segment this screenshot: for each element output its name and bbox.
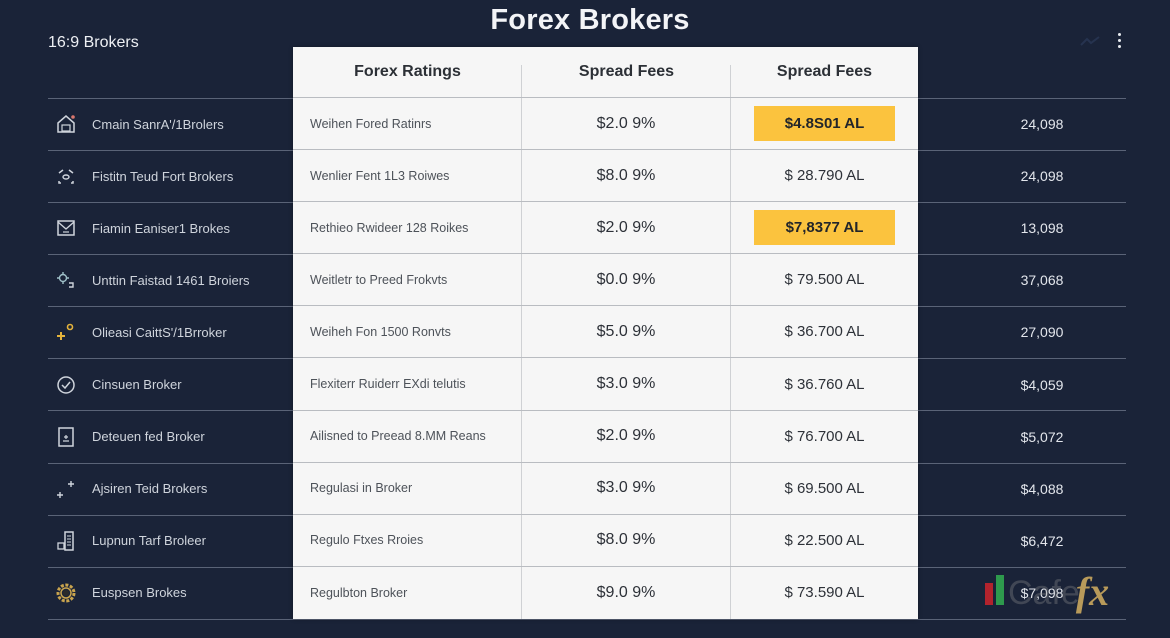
broker-name: Olieasi CaittS'/1Brroker: [92, 324, 227, 340]
value-cell: $6,472: [1020, 532, 1064, 549]
value-cell: $5,072: [1020, 428, 1064, 445]
candlestick-green-icon: [996, 575, 1004, 605]
rating-cell: Weitletr to Preed Frokvts: [293, 254, 522, 306]
fee-cell: $4.8S01 AL: [731, 98, 918, 149]
rating-cell: Regulo Ftxes Rroies: [293, 514, 522, 566]
fee-cell: $ 28.790 AL: [784, 167, 865, 185]
highlighted-fee: $7,8377 AL: [754, 210, 895, 246]
broker-name: Fistitn Teud Fort Brokers: [92, 168, 234, 184]
broker-row[interactable]: Deteuen fed Broker: [48, 411, 293, 463]
column-header-ratings[interactable]: Forex Ratings: [293, 47, 522, 97]
page-title: Forex Brokers: [490, 4, 690, 36]
broker-row[interactable]: Cinsuen Broker: [48, 358, 293, 410]
mail-icon: [54, 216, 78, 240]
gear-link-icon: [54, 268, 78, 292]
fee-cell: $ 73.590 AL: [784, 584, 865, 602]
rating-cell: Flexiterr Ruiderr EXdi telutis: [293, 358, 522, 410]
broker-row[interactable]: Euspsen Brokes: [48, 567, 293, 619]
broker-row[interactable]: Olieasi CaittS'/1Brroker: [48, 306, 293, 358]
candlestick-red-icon: [985, 583, 993, 605]
table-row[interactable]: Regulo Ftxes Rroies $8.0 9% $ 22.500 AL: [293, 514, 918, 567]
spread-cell: $8.0 9%: [522, 514, 731, 566]
table-row[interactable]: Regulasi in Broker $3.0 9% $ 69.500 AL: [293, 462, 918, 515]
fee-cell: $ 36.760 AL: [784, 375, 865, 393]
rating-cell: Regulbton Broker: [293, 566, 522, 619]
top-right-controls: [1080, 33, 1121, 48]
column-header-spread-fees[interactable]: Spread Fees: [776, 63, 873, 80]
section-title: 16:9 Brokers: [48, 34, 139, 51]
value-cell: $4,059: [1020, 376, 1064, 393]
broker-row[interactable]: Lupnun Tarf Broleer: [48, 515, 293, 567]
rating-cell: Ailisned to Preead 8.MM Reans: [293, 410, 522, 462]
value-cell: 27,090: [1020, 324, 1064, 341]
value-cell: 37,068: [1020, 272, 1064, 289]
spread-cell: $8.0 9%: [522, 150, 731, 202]
table-row[interactable]: Wenlier Fent 1L3 Roiwes $8.0 9% $ 28.790…: [293, 150, 918, 203]
value-column: 24,098 24,098 13,098 37,068 27,090 $4,05…: [918, 98, 1126, 619]
broker-name: Cmain SanrA'/1Brolers: [92, 116, 224, 132]
scan-icon: [54, 164, 78, 188]
value-cell: $4,088: [1020, 480, 1064, 497]
broker-row[interactable]: Ajsiren Teid Brokers: [48, 463, 293, 515]
rating-cell: Regulasi in Broker: [293, 462, 522, 514]
more-options-icon[interactable]: [1118, 33, 1121, 48]
table-row[interactable]: Weihen Fored Ratinrs $2.0 9% $4.8S01 AL: [293, 98, 918, 151]
spread-cell: $2.0 9%: [522, 98, 731, 150]
table-row[interactable]: Flexiterr Ruiderr EXdi telutis $3.0 9% $…: [293, 358, 918, 411]
broker-name: Lupnun Tarf Broleer: [92, 533, 206, 549]
spread-cell: $3.0 9%: [522, 462, 731, 514]
column-header-spread[interactable]: Spread Fees: [522, 47, 731, 97]
logo-fx: fx: [1075, 569, 1110, 614]
broker-list: Cmain SanrA'/1Brolers Fistitn Teud Fort …: [48, 98, 293, 619]
broker-row[interactable]: Fistitn Teud Fort Brokers: [48, 150, 293, 202]
fee-cell: $ 79.500 AL: [784, 271, 865, 289]
broker-row[interactable]: Fiamin Eaniser1 Brokes: [48, 202, 293, 254]
rating-cell: Weihen Fored Ratinrs: [293, 98, 522, 150]
spread-cell: $5.0 9%: [522, 306, 731, 358]
cog-gold-icon: [54, 581, 78, 605]
house-icon: [54, 112, 78, 136]
spread-cell: $3.0 9%: [522, 358, 731, 410]
cafefx-logo: Cafe fx: [985, 568, 1109, 615]
broker-row[interactable]: Cmain SanrA'/1Brolers: [48, 98, 293, 150]
broker-name: Deteuen fed Broker: [92, 429, 205, 445]
table-row[interactable]: Weitletr to Preed Frokvts $0.0 9% $ 79.5…: [293, 254, 918, 307]
value-cell: 13,098: [1020, 220, 1064, 237]
rating-cell: Rethieo Rwideer 128 Roikes: [293, 202, 522, 254]
spread-cell: $0.0 9%: [522, 254, 731, 306]
rating-cell: Weiheh Fon 1500 Ronvts: [293, 306, 522, 358]
fee-cell: $7,8377 AL: [731, 202, 918, 253]
value-cell: $7,098: [1020, 584, 1064, 601]
highlighted-fee: $4.8S01 AL: [754, 106, 895, 142]
rating-cell: Wenlier Fent 1L3 Roiwes: [293, 150, 522, 202]
broker-name: Euspsen Brokes: [92, 585, 187, 601]
table-row[interactable]: Rethieo Rwideer 128 Roikes $2.0 9% $7,83…: [293, 202, 918, 255]
check-circle-icon: [54, 373, 78, 397]
fee-cell: $ 76.700 AL: [784, 427, 865, 445]
fee-cell: $ 36.700 AL: [784, 323, 865, 341]
table-header: Forex Ratings Spread Fees Spread Fees: [293, 47, 918, 98]
ratings-table: Forex Ratings Spread Fees Spread Fees We…: [293, 47, 918, 619]
table-row[interactable]: Ailisned to Preead 8.MM Reans $2.0 9% $ …: [293, 410, 918, 463]
broker-name: Unttin Faistad 1461 Broiers: [92, 272, 250, 288]
table-row[interactable]: Regulbton Broker $9.0 9% $ 73.590 AL: [293, 566, 918, 619]
document-icon: [54, 425, 78, 449]
building-icon: [54, 529, 78, 553]
logo-text: Cafe: [1008, 574, 1080, 612]
spread-cell: $2.0 9%: [522, 410, 731, 462]
plus-sparkle-icon: [54, 477, 78, 501]
fee-cell: $ 22.500 AL: [784, 531, 865, 549]
value-cell: 24,098: [1020, 168, 1064, 185]
sparkle-icon: [54, 320, 78, 344]
broker-name: Cinsuen Broker: [92, 377, 182, 393]
table-row[interactable]: Weiheh Fon 1500 Ronvts $5.0 9% $ 36.700 …: [293, 306, 918, 359]
broker-name: Fiamin Eaniser1 Brokes: [92, 220, 230, 236]
broker-row[interactable]: Unttin Faistad 1461 Broiers: [48, 254, 293, 306]
spread-cell: $2.0 9%: [522, 202, 731, 254]
value-cell: 24,098: [1020, 116, 1064, 133]
chart-icon: [1080, 35, 1100, 46]
fee-cell: $ 69.500 AL: [784, 479, 865, 497]
spread-cell: $9.0 9%: [522, 566, 731, 619]
broker-name: Ajsiren Teid Brokers: [92, 481, 208, 497]
